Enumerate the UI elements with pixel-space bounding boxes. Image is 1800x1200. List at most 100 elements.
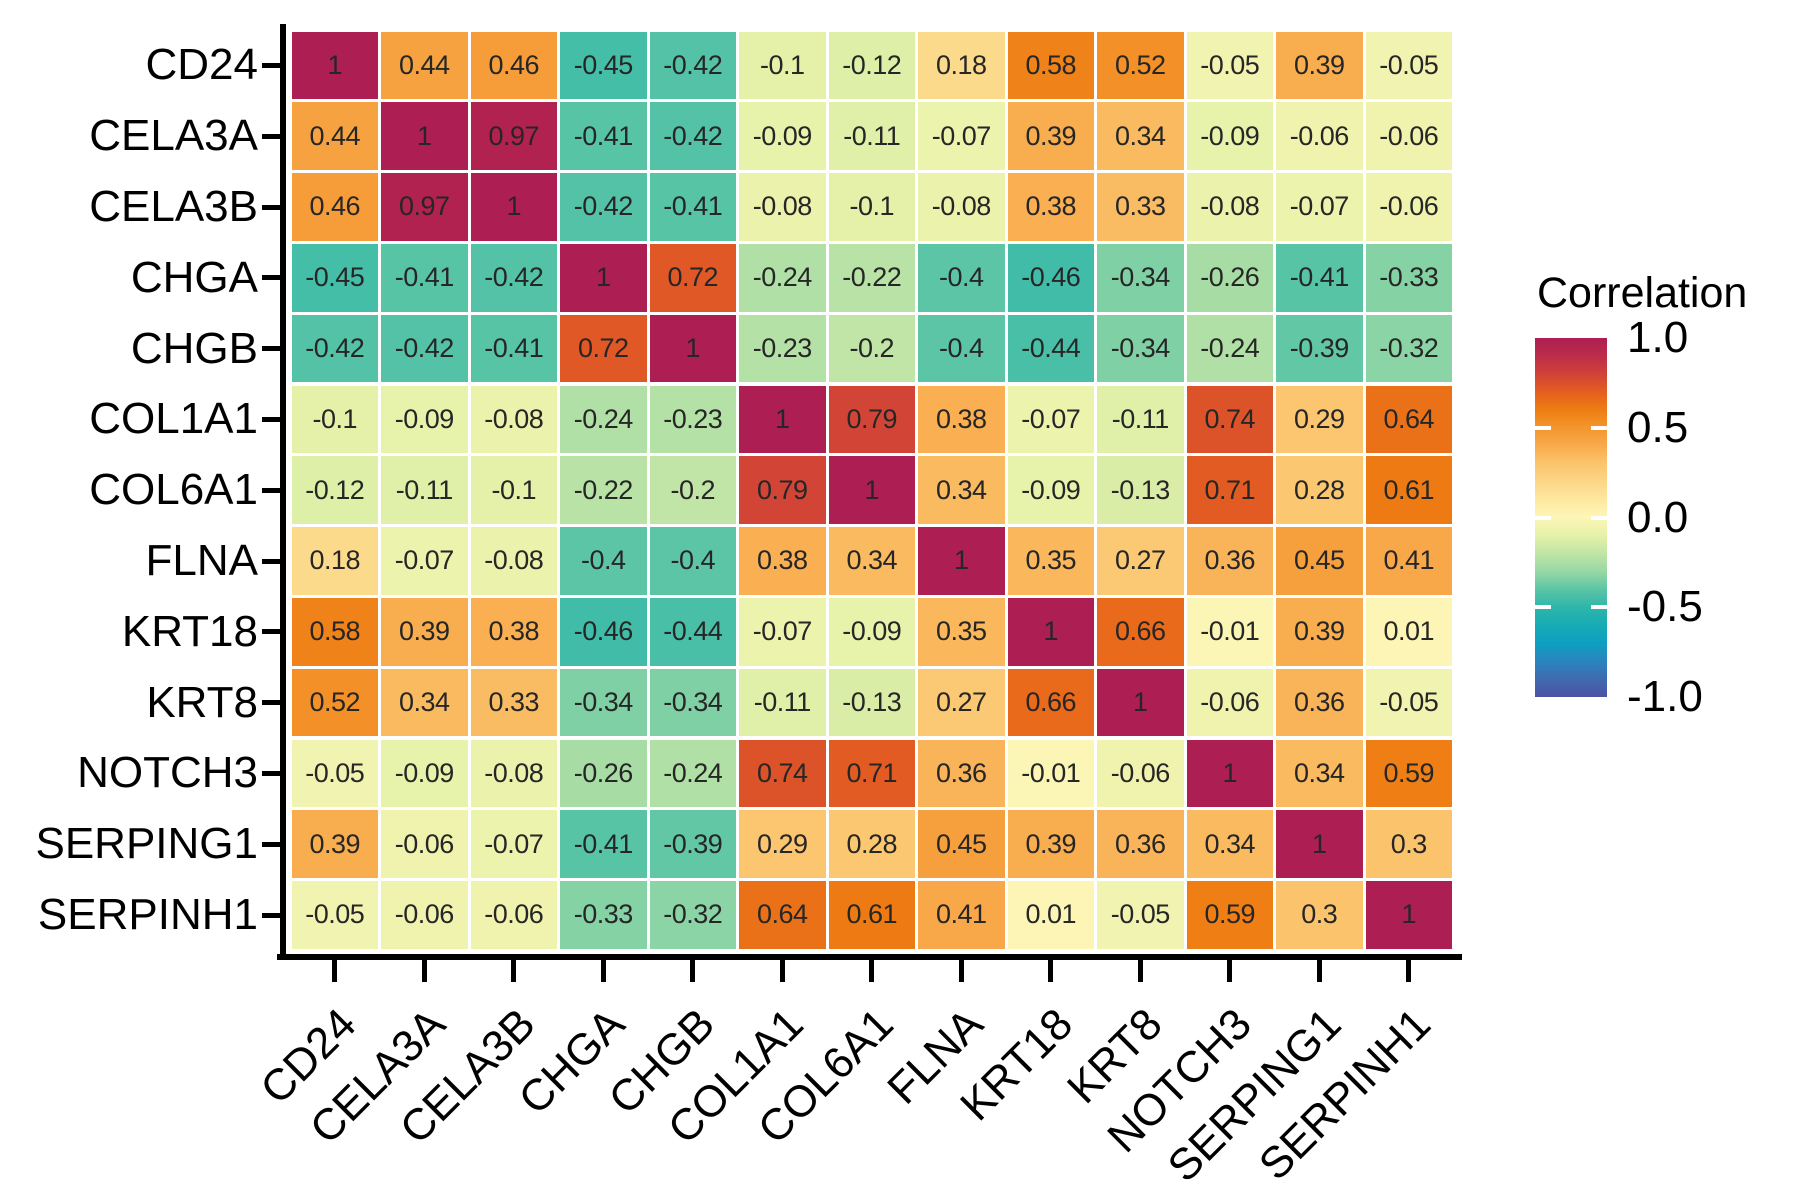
heatmap-cell: -0.07: [1276, 173, 1363, 241]
heatmap-cell: 0.01: [1007, 881, 1094, 949]
heatmap-cell: -0.26: [1186, 243, 1273, 312]
heatmap-cell: 0.71: [828, 739, 915, 808]
row-label: FLNA: [145, 536, 258, 585]
heatmap-cell: -0.41: [470, 314, 557, 383]
heatmap-cell: 0.38: [739, 527, 826, 595]
y-axis-tick: [262, 912, 280, 918]
heatmap-cell: 0.3: [1365, 810, 1452, 879]
heatmap-cell: 0.74: [739, 739, 826, 808]
x-axis-tick: [1137, 960, 1143, 982]
heatmap-cell: 0.52: [1097, 31, 1184, 100]
heatmap-cell: -0.32: [649, 881, 736, 949]
heatmap-cell: -0.42: [560, 173, 647, 241]
x-axis-tick: [869, 960, 875, 982]
heatmap-cell: 1: [470, 173, 557, 241]
heatmap-cell: -0.42: [291, 314, 378, 383]
heatmap-cell: -0.12: [828, 31, 915, 100]
heatmap-cell: 0.29: [1276, 385, 1363, 454]
heatmap-cell: -0.4: [560, 527, 647, 595]
heatmap-cell: -0.41: [381, 243, 468, 312]
heatmap-cell: -0.06: [1365, 102, 1452, 171]
heatmap-cell: -0.23: [649, 385, 736, 454]
y-axis-tick: [262, 629, 280, 635]
heatmap-cell: -0.05: [1365, 668, 1452, 737]
heatmap-cell: -0.01: [1007, 739, 1094, 808]
heatmap-cell: -0.33: [1365, 243, 1452, 312]
heatmap-cell: 0.3: [1276, 881, 1363, 949]
heatmap-cell: -0.26: [560, 739, 647, 808]
row-label: CHGA: [130, 252, 258, 302]
heatmap-cell: -0.39: [649, 810, 736, 879]
heatmap-cell: -0.24: [649, 739, 736, 808]
y-axis-tick: [262, 204, 280, 210]
y-axis-tick: [262, 133, 280, 139]
heatmap-cell: -0.41: [649, 173, 736, 241]
heatmap-cell: -0.06: [1186, 668, 1273, 737]
heatmap-cell: 0.39: [291, 810, 378, 879]
y-axis-tick: [262, 416, 280, 422]
colorbar-tick-label: -1.0: [1627, 672, 1703, 721]
heatmap-cell: 0.44: [381, 31, 468, 100]
colorbar-tick-mark: [1591, 605, 1607, 610]
heatmap-cell: 1: [381, 102, 468, 171]
heatmap-cell: 0.28: [828, 810, 915, 879]
heatmap-cell: -0.05: [291, 881, 378, 949]
heatmap-cell: -0.08: [739, 173, 826, 241]
heatmap-cell: 0.39: [1007, 810, 1094, 879]
heatmap-cell: 0.64: [739, 881, 826, 949]
heatmap-cell: -0.4: [649, 527, 736, 595]
heatmap-cell: 0.52: [291, 668, 378, 737]
heatmap-cell: -0.06: [1097, 739, 1184, 808]
x-axis-line: [277, 954, 1462, 960]
heatmap-cell: 0.33: [1097, 173, 1184, 241]
heatmap-cell: 1: [649, 314, 736, 383]
heatmap-cell: 0.38: [918, 385, 1005, 454]
heatmap-cell: 0.58: [291, 597, 378, 666]
heatmap-cell: 0.46: [291, 173, 378, 241]
colorbar-tick-mark: [1535, 425, 1551, 430]
colorbar-tick-mark: [1591, 515, 1607, 520]
heatmap-cell: 0.46: [470, 31, 557, 100]
colorbar-tick-label: -0.5: [1627, 582, 1703, 632]
heatmap-cell: 0.34: [1097, 102, 1184, 171]
heatmap-cell: -0.08: [918, 173, 1005, 241]
heatmap-cell: 0.72: [649, 243, 736, 312]
heatmap-cell: 0.18: [291, 527, 378, 595]
heatmap-cell: -0.1: [470, 456, 557, 525]
heatmap-cell: -0.06: [470, 881, 557, 949]
heatmap-cell: -0.05: [1186, 31, 1273, 100]
heatmap-cell: 1: [1365, 881, 1452, 949]
heatmap-cell: 1: [291, 31, 378, 100]
heatmap-cell: 0.64: [1365, 385, 1452, 454]
heatmap-cell: -0.1: [291, 385, 378, 454]
row-label: COL6A1: [89, 465, 258, 515]
heatmap-cell: -0.06: [1365, 173, 1452, 241]
row-label: KRT18: [121, 606, 258, 656]
heatmap-cell: 0.34: [828, 527, 915, 595]
heatmap-cell: -0.34: [560, 668, 647, 737]
heatmap-cell: 0.01: [1365, 597, 1452, 666]
y-axis-tick: [262, 275, 280, 281]
heatmap-cell: -0.08: [1186, 173, 1273, 241]
heatmap-cell: -0.4: [918, 314, 1005, 383]
y-axis-tick: [262, 558, 280, 564]
colorbar-tick-label: 0.5: [1627, 402, 1689, 452]
heatmap-cell: 0.39: [1276, 31, 1363, 100]
heatmap-cell: 0.97: [381, 173, 468, 241]
heatmap-cell: 0.38: [470, 597, 557, 666]
x-axis-tick: [1316, 960, 1322, 982]
heatmap-cell: 0.45: [918, 810, 1005, 879]
heatmap-cell: 0.71: [1186, 456, 1273, 525]
heatmap-cell: -0.34: [649, 668, 736, 737]
heatmap-cell: -0.45: [560, 31, 647, 100]
x-axis-tick: [1406, 960, 1412, 982]
colorbar-tick-mark: [1535, 605, 1551, 610]
heatmap-cell: 0.61: [828, 881, 915, 949]
x-axis-tick: [332, 960, 338, 982]
heatmap-cell: -0.07: [381, 527, 468, 595]
y-axis-tick: [262, 62, 280, 68]
heatmap-cell: -0.41: [560, 102, 647, 171]
heatmap-cell: -0.07: [470, 810, 557, 879]
heatmap-cell: 0.34: [381, 668, 468, 737]
